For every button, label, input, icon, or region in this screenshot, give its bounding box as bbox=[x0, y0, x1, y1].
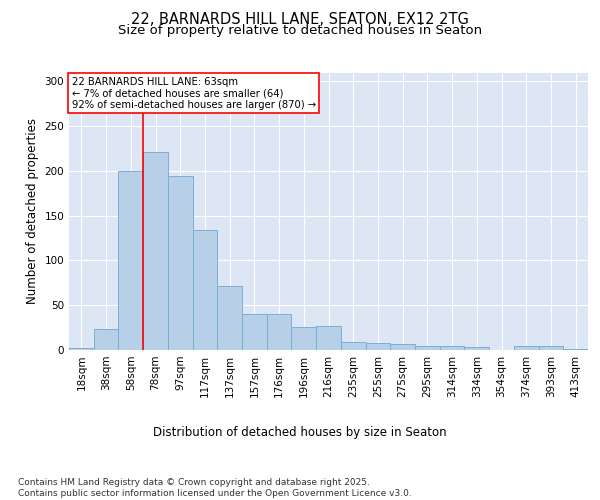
Bar bbox=[292, 326, 316, 350]
Text: Contains HM Land Registry data © Crown copyright and database right 2025.
Contai: Contains HM Land Registry data © Crown c… bbox=[18, 478, 412, 498]
Y-axis label: Number of detached properties: Number of detached properties bbox=[26, 118, 39, 304]
Bar bbox=[267, 314, 292, 350]
Bar bbox=[365, 343, 390, 350]
Bar bbox=[415, 346, 440, 350]
Bar bbox=[514, 346, 539, 350]
Bar bbox=[316, 326, 341, 350]
Bar bbox=[168, 176, 193, 350]
Bar bbox=[464, 348, 489, 350]
Text: Distribution of detached houses by size in Seaton: Distribution of detached houses by size … bbox=[153, 426, 447, 439]
Bar bbox=[94, 330, 118, 350]
Bar bbox=[193, 230, 217, 350]
Bar bbox=[217, 286, 242, 350]
Bar bbox=[390, 344, 415, 350]
Bar bbox=[440, 346, 464, 350]
Bar bbox=[143, 152, 168, 350]
Text: Size of property relative to detached houses in Seaton: Size of property relative to detached ho… bbox=[118, 24, 482, 37]
Bar bbox=[118, 171, 143, 350]
Bar bbox=[69, 348, 94, 350]
Text: 22, BARNARDS HILL LANE, SEATON, EX12 2TG: 22, BARNARDS HILL LANE, SEATON, EX12 2TG bbox=[131, 12, 469, 28]
Bar bbox=[242, 314, 267, 350]
Bar bbox=[539, 346, 563, 350]
Text: 22 BARNARDS HILL LANE: 63sqm
← 7% of detached houses are smaller (64)
92% of sem: 22 BARNARDS HILL LANE: 63sqm ← 7% of det… bbox=[71, 76, 316, 110]
Bar bbox=[563, 349, 588, 350]
Bar bbox=[341, 342, 365, 350]
